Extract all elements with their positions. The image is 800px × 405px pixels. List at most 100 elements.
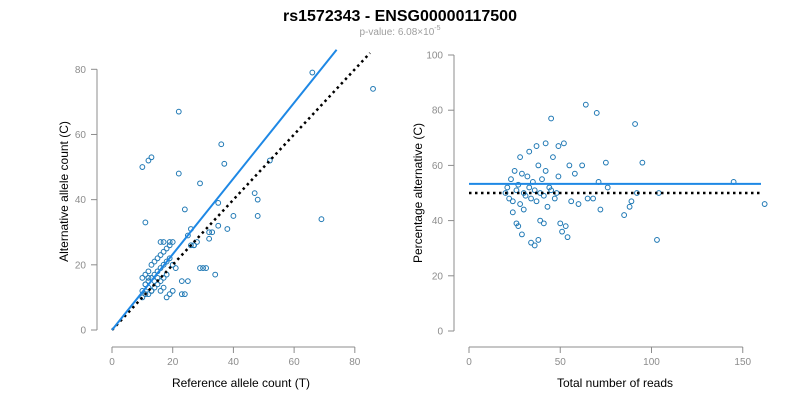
data-point	[254, 196, 261, 203]
data-point	[602, 159, 609, 166]
data-points	[139, 69, 376, 301]
data-point	[533, 143, 540, 149]
x-axis-label: Reference allele count (T)	[172, 376, 310, 390]
data-point	[163, 245, 170, 252]
data-point	[544, 203, 551, 210]
data-point	[160, 274, 167, 281]
x-tick-label: 20	[167, 357, 179, 368]
data-point	[203, 265, 209, 271]
y-tick-label: 0	[437, 327, 443, 338]
data-point	[531, 242, 538, 249]
data-point	[166, 255, 173, 262]
data-point	[590, 195, 596, 202]
data-point	[520, 206, 527, 213]
x-tick-label: 50	[555, 357, 567, 368]
data-point	[181, 291, 188, 298]
data-point	[175, 170, 182, 177]
data-point	[632, 121, 638, 127]
y-tick-label: 40	[75, 195, 87, 206]
chart-panels: 0 20 40 60 80 0 20 40 60 80 Reference allele count…	[57, 49, 768, 390]
data-point	[148, 261, 155, 268]
data-point	[157, 239, 164, 245]
data-point	[531, 187, 538, 194]
data-point	[157, 252, 164, 258]
data-point	[551, 195, 558, 202]
y-axis-label: Alternative allele count (C)	[57, 121, 71, 262]
data-point	[254, 213, 261, 219]
y-tick-label: 0	[80, 326, 86, 337]
data-point	[540, 192, 547, 199]
data-point	[540, 220, 547, 227]
data-point	[562, 223, 569, 230]
data-point	[221, 160, 228, 167]
data-point	[593, 110, 600, 116]
data-point	[539, 176, 545, 183]
data-point	[517, 201, 523, 207]
data-point	[533, 198, 540, 205]
chart-subtitle-text: p-value: 6.08×10	[359, 27, 434, 38]
data-point	[157, 287, 164, 294]
data-point	[184, 278, 191, 285]
data-point	[200, 265, 206, 271]
y-tick-label: 60	[75, 130, 87, 141]
data-point	[555, 173, 562, 180]
data-point	[561, 140, 567, 147]
y-tick-label: 100	[426, 51, 443, 62]
data-point	[169, 287, 176, 294]
x-axis-label: Total number of reads	[557, 376, 673, 390]
data-point	[160, 239, 167, 245]
data-point	[550, 154, 556, 161]
data-point	[508, 176, 514, 183]
data-point	[513, 187, 520, 194]
data-point	[160, 284, 167, 291]
data-point	[169, 239, 176, 245]
data-point	[230, 213, 237, 219]
data-point	[504, 184, 511, 191]
data-point	[266, 157, 273, 164]
x-tick-label: 40	[228, 357, 240, 368]
data-point	[582, 101, 589, 108]
y-tick-label: 40	[432, 216, 444, 227]
reference-line	[111, 52, 371, 331]
data-point	[163, 258, 170, 265]
data-point	[148, 287, 155, 294]
data-point	[511, 168, 518, 174]
data-point	[169, 261, 176, 268]
data-point	[206, 229, 213, 236]
data-point	[218, 141, 225, 148]
data-point	[579, 162, 586, 169]
data-point	[639, 159, 646, 166]
data-point	[139, 294, 146, 301]
data-point	[184, 232, 191, 239]
data-point	[571, 170, 578, 177]
data-point	[584, 195, 591, 202]
data-point	[506, 195, 513, 202]
data-point	[535, 162, 542, 169]
data-point	[160, 261, 167, 268]
y-tick-label: 60	[432, 161, 444, 172]
y-tick-label: 80	[432, 106, 444, 117]
data-point	[528, 239, 534, 246]
data-point	[166, 239, 173, 245]
data-point	[160, 248, 167, 255]
y-tick-label: 20	[432, 271, 444, 282]
data-point	[519, 170, 525, 177]
data-point	[215, 200, 222, 206]
data-point	[526, 184, 533, 191]
data-point	[761, 201, 768, 207]
data-point	[557, 220, 564, 227]
data-point	[555, 143, 562, 149]
data-point	[526, 148, 533, 155]
y-axis-label: Percentage alternative (C)	[411, 123, 425, 263]
data-point	[522, 192, 529, 199]
data-point	[181, 206, 188, 213]
data-point	[517, 154, 523, 161]
data-point	[139, 274, 146, 281]
data-point	[537, 217, 544, 224]
data-point	[151, 258, 158, 265]
y-tick-label: 80	[75, 65, 87, 76]
data-point	[212, 271, 219, 278]
data-point	[575, 201, 582, 207]
